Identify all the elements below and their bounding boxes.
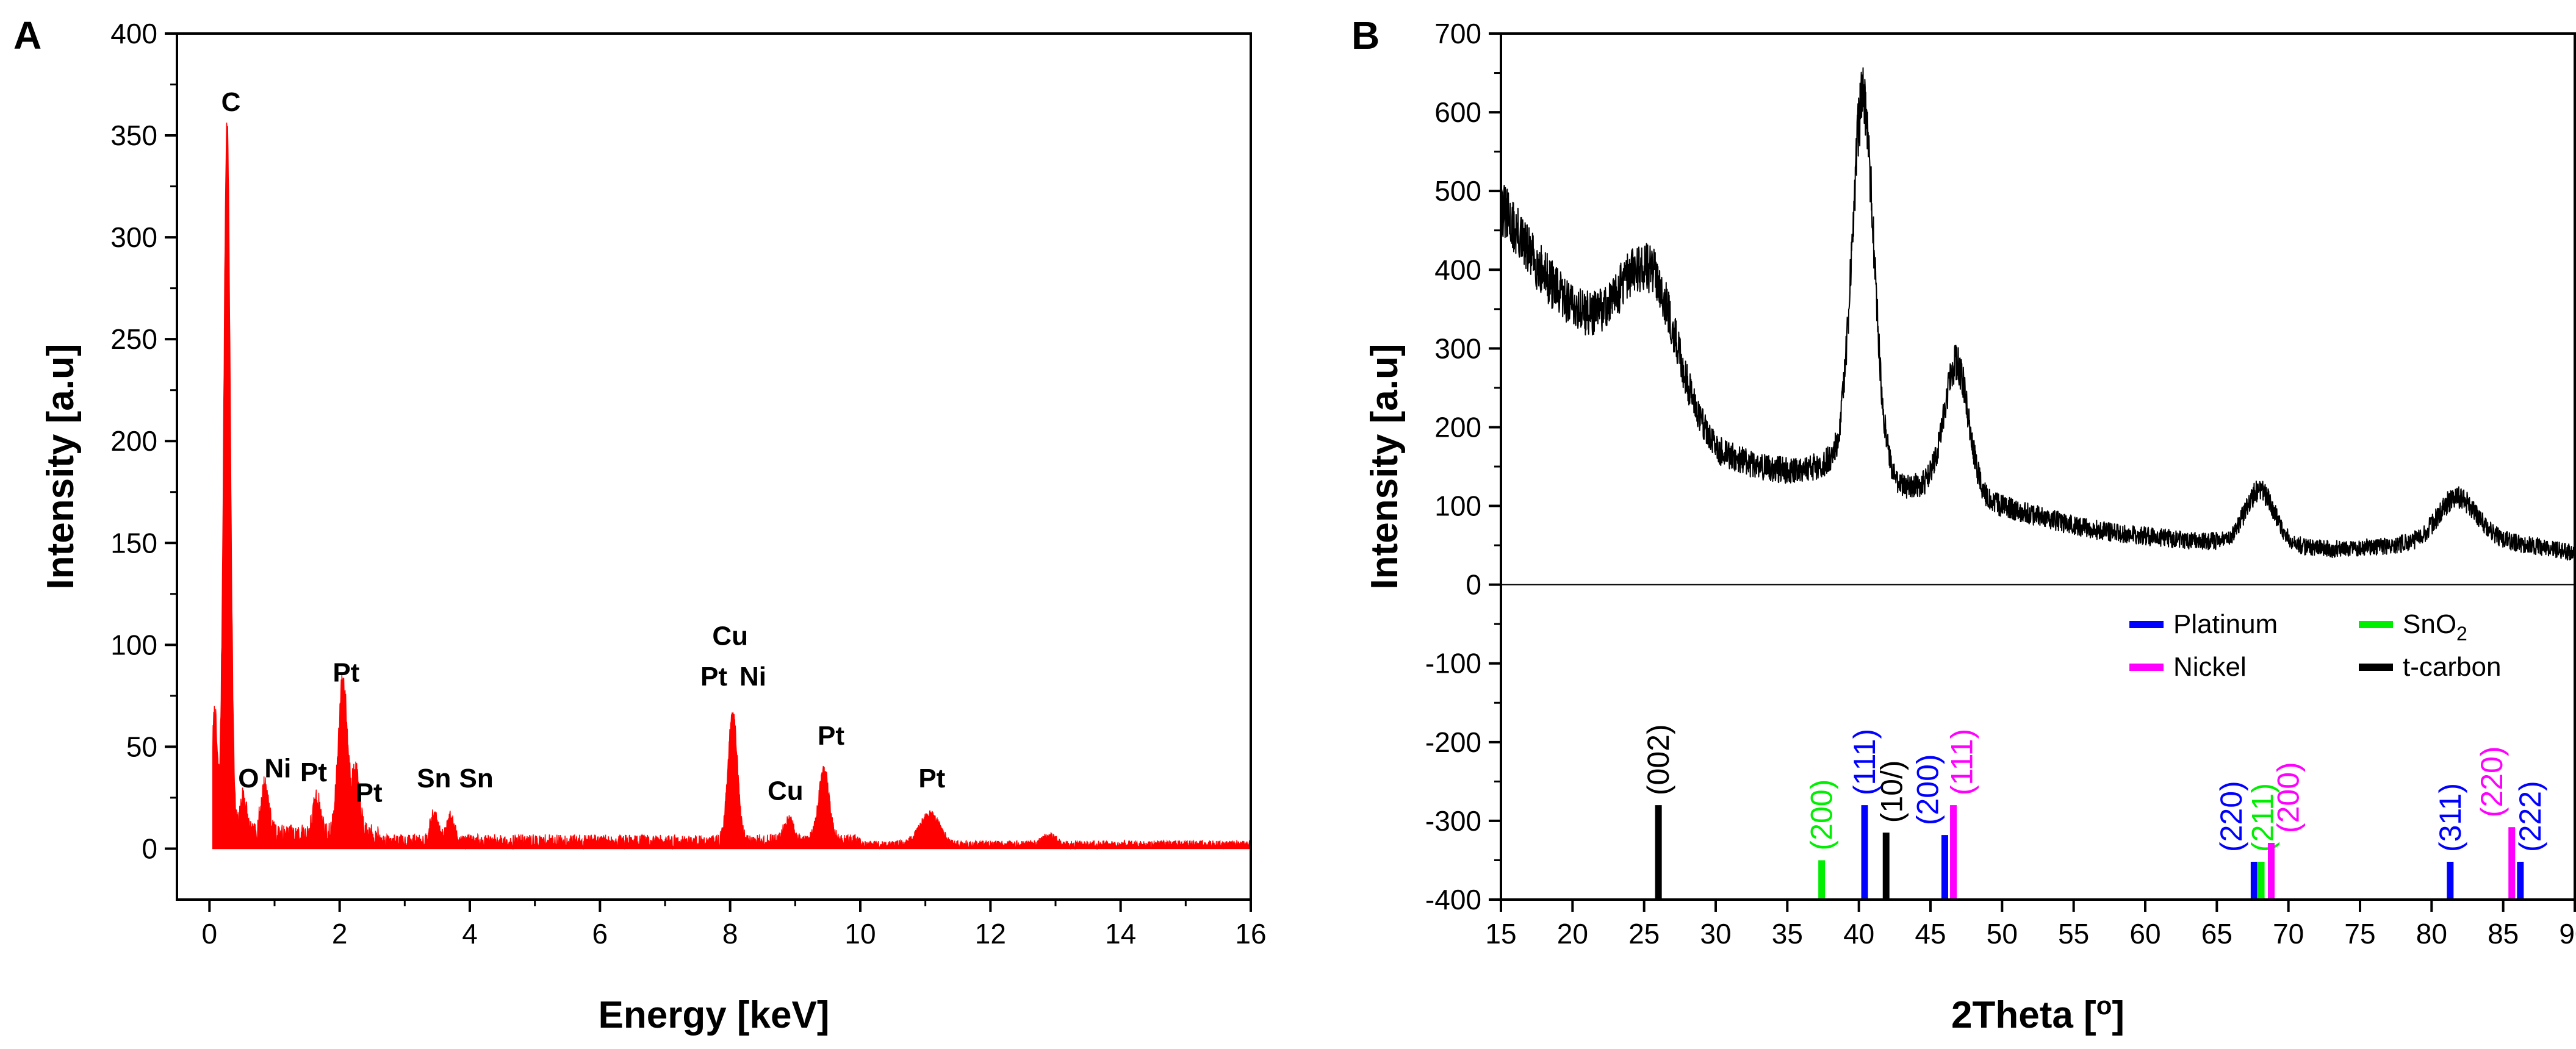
panel-a-letter: A (13, 13, 41, 57)
panel-a-plot (212, 122, 1251, 850)
panel-b-letter: B (1351, 13, 1380, 57)
panel-b-ytick-label: -100 (1425, 648, 1481, 679)
hkl-label: (002) (1641, 724, 1675, 795)
panel-b-xtick-label: 75 (2344, 918, 2375, 950)
panel-a-ylabel: Intensity [a.u] (40, 343, 82, 589)
panel-b-xtick-label: 40 (1843, 918, 1874, 950)
eds-peak-label: O (238, 764, 259, 793)
panel-b-ytick-label: 400 (1434, 254, 1481, 285)
panel-a-xtick-label: 16 (1235, 918, 1266, 950)
panel-b-ytick-label: 200 (1434, 411, 1481, 443)
panel-b-xtick-label: 55 (2058, 918, 2089, 950)
panel-a-ytick-label: 300 (110, 221, 157, 253)
panel-b-xlabel-main: 2Theta [ (1951, 994, 2096, 1036)
panel-a-xtick-label: 8 (722, 918, 738, 950)
panel-a-frame (176, 32, 1252, 901)
panel-b-xlabel-degree: o (2096, 991, 2112, 1020)
panel-a-ytick-label: 100 (110, 629, 157, 661)
panel-b-ytick-label: 600 (1434, 96, 1481, 128)
eds-peak-label: Ni (264, 754, 291, 784)
panel-b-ylabel: Intensity [a.u] (1364, 343, 1406, 589)
xrd-pattern (1500, 67, 2575, 561)
panel-b-xtick-label: 30 (1700, 918, 1731, 950)
panel-b-xtick-label: 15 (1485, 918, 1516, 950)
eds-peak-label: Pt (300, 757, 327, 787)
panel-b-ytick-label: 700 (1434, 18, 1481, 49)
panel-a-xlabel: Energy [keV] (598, 994, 829, 1036)
panel-b-legend: Platinum Nickel SnO2 t-carbon (2129, 609, 2501, 682)
panel-a-xtick-label: 0 (202, 918, 218, 950)
panel-b-xtick-label: 85 (2488, 918, 2519, 950)
hkl-label: (111) (1945, 729, 1979, 795)
panel-a-ytick-label: 400 (110, 18, 157, 49)
hkl-label: (222) (2513, 781, 2547, 852)
eds-peak-label: Cu (712, 621, 748, 651)
panel-b-xtick-label: 25 (1628, 918, 1660, 950)
panel-b-xtick-label: 80 (2416, 918, 2447, 950)
panel-b-xtick-label: 50 (1987, 918, 2018, 950)
legend-label: Nickel (2173, 652, 2247, 682)
legend-label: Platinum (2173, 609, 2278, 639)
panel-a-ytick-label: 50 (126, 731, 157, 762)
panel-a-xtick-label: 2 (332, 918, 348, 950)
legend-label: SnO2 (2403, 609, 2467, 645)
eds-peak-label: Pt (333, 657, 359, 687)
panel-b-xtick-label: 60 (2129, 918, 2160, 950)
panel-a-xtick-label: 6 (592, 918, 608, 950)
panel-b-ytick-label: -400 (1425, 884, 1481, 915)
eds-peak-label: Ni (739, 662, 766, 692)
panel-a-xtick-label: 4 (462, 918, 478, 950)
panel-b-xtick-label: 35 (1772, 918, 1803, 950)
panel-b-ytick-label: 500 (1434, 175, 1481, 207)
eds-peak-label: Pt (700, 662, 727, 692)
eds-peak-label: C (221, 87, 241, 117)
eds-spectrum (212, 122, 1251, 850)
panel-a-ticks: 0 2 4 6 8 10 12 14 16 0 50 100 150 200 250 300 350 400 (110, 18, 1266, 950)
panel-b-xlabel: 2Theta [o] (1951, 991, 2124, 1036)
panel-b-ytick-label: 0 (1466, 569, 1481, 601)
hkl-label: (10/) (1875, 760, 1909, 823)
hkl-label: (220) (2475, 746, 2509, 818)
panel-b-ytick-label: 300 (1434, 332, 1481, 364)
eds-peak-label: Cu (768, 776, 804, 806)
eds-peak-label: Sn (459, 764, 494, 793)
panel-b-ytick-label: -300 (1425, 805, 1481, 837)
eds-peak-label: Pt (918, 764, 945, 793)
panel-a-xtick-label: 10 (844, 918, 876, 950)
eds-peak-label: Sn (417, 764, 451, 793)
panel-b-xtick-label: 65 (2201, 918, 2232, 950)
panel-b-xtick-label: 45 (1915, 918, 1946, 950)
hkl-label: (111) (1847, 729, 1882, 795)
panel-b-ytick-label: 100 (1434, 490, 1481, 522)
panel-a-xtick-label: 14 (1105, 918, 1136, 950)
panel-b-xtick-label: 20 (1557, 918, 1588, 950)
eds-peak-label: Pt (356, 778, 383, 808)
panel-a-ytick-label: 350 (110, 120, 157, 151)
hkl-label: (220) (2214, 781, 2248, 852)
hkl-label: (200) (1805, 779, 1839, 851)
panel-b-reference-lines: (002)(200)(111)(10/) (200) (111)(220)(211)… (1641, 724, 2547, 900)
panel-b-xlabel-end: ] (2112, 994, 2124, 1036)
panel-b-ytick-label: -200 (1425, 726, 1481, 758)
panel-b-xtick-label: 70 (2273, 918, 2304, 950)
panel-b-frame (1500, 32, 2576, 901)
hkl-label: (311) (2433, 783, 2467, 852)
panel-a-xtick-label: 12 (975, 918, 1006, 950)
panel-b: B (002)(200)(111)(10/) (200) (111)(220)(21… (1351, 13, 2576, 1036)
hkl-label: (200) (1910, 754, 1945, 825)
panel-a-ytick-label: 150 (110, 527, 157, 559)
legend-label: t-carbon (2403, 652, 2501, 682)
eds-peak-label: Pt (818, 721, 844, 751)
panel-b-xtick-label: 90 (2559, 918, 2576, 950)
panel-a-ytick-label: 250 (110, 323, 157, 355)
panel-b-ticks: 15 20 25 30 35 40 45 50 55 60 65 70 75 80 85 90 -400 -300… (1425, 18, 2576, 950)
panel-a-ytick-label: 200 (110, 425, 157, 457)
panel-a-ytick-label: 0 (142, 832, 157, 864)
hkl-label: (211) (2245, 783, 2279, 852)
hkl-label: (200) (2272, 762, 2306, 833)
panel-b-plot (1500, 67, 2575, 585)
panel-a: A 0 2 4 6 8 10 12 14 16050100150200250300350400 … (13, 13, 1267, 1036)
